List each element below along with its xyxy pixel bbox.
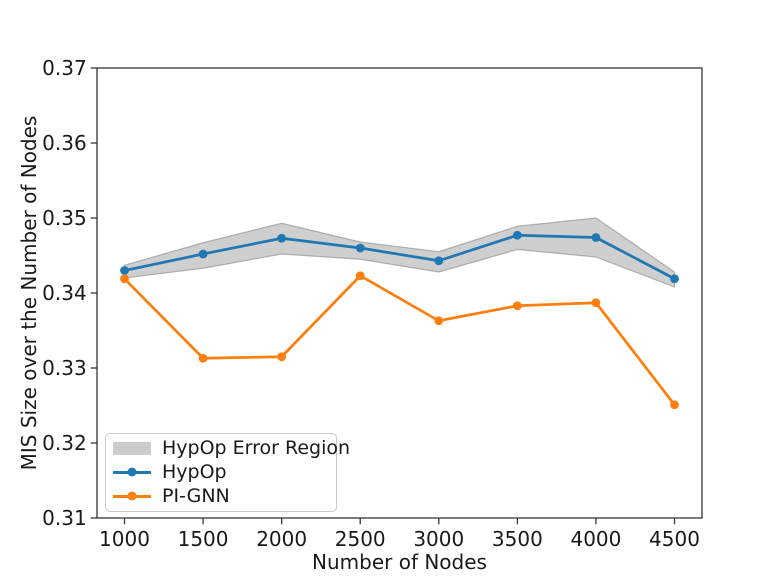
legend-label-error-region: HypOp Error Region: [162, 437, 351, 460]
legend-label-pignn: PI-GNN: [162, 485, 230, 508]
x-tick-label: 4000: [570, 527, 622, 552]
pi-gnn-marker: [512, 301, 522, 311]
y-axis-label: MIS Size over the Number of Nodes: [17, 115, 41, 471]
hypop-marker-icon: [127, 467, 137, 477]
legend: HypOp Error Region HypOp PI-GNN: [105, 433, 350, 512]
legend-entry-pignn: PI-GNN: [113, 485, 330, 508]
pi-gnn-marker: [670, 400, 679, 410]
pi-gnn-marker: [198, 353, 208, 363]
y-tick-label: 0.31: [42, 506, 87, 530]
pi-gnn-marker-icon: [127, 491, 137, 501]
x-tick-label: 3000: [413, 527, 465, 552]
legend-entry-error-region: HypOp Error Region: [113, 437, 350, 460]
hypop-marker: [198, 249, 208, 259]
hypop-marker: [355, 243, 365, 253]
hypop-marker: [512, 230, 522, 240]
pi-gnn-marker: [277, 352, 287, 362]
hypop-marker: [434, 256, 444, 266]
pi-gnn-marker: [591, 298, 601, 308]
hypop-marker: [277, 233, 287, 243]
y-tick-label: 0.33: [42, 356, 87, 380]
y-tick-label: 0.32: [42, 431, 87, 455]
hypop-marker: [120, 266, 129, 275]
pi-gnn-marker: [355, 271, 365, 281]
error-region-patch-swatch: [113, 442, 151, 456]
x-tick-label: 2000: [256, 527, 308, 552]
legend-label-hypop: HypOp: [162, 461, 227, 484]
x-tick-label: 2500: [334, 527, 386, 552]
pi-gnn-line: [123, 274, 676, 407]
pi-gnn-line-swatch: [113, 491, 151, 501]
hypop-marker: [591, 233, 601, 242]
x-tick-label: 4500: [649, 527, 700, 552]
y-tick-label: 0.34: [42, 281, 87, 305]
y-tick-label: 0.37: [42, 56, 87, 80]
y-tick-label: 0.35: [42, 206, 87, 230]
hypop-line: [123, 233, 676, 281]
legend-entry-hypop: HypOp: [113, 461, 330, 484]
pi-gnn-marker: [434, 316, 444, 326]
x-tick-label: 1500: [177, 527, 229, 552]
x-tick-label: 1000: [99, 527, 150, 552]
y-tick-label: 0.36: [42, 131, 87, 155]
hypop-line-swatch: [113, 467, 151, 477]
x-axis-label: Number of Nodes: [312, 550, 487, 574]
hypop-marker: [670, 274, 679, 284]
x-tick-label: 3500: [491, 527, 543, 552]
pi-gnn-marker: [120, 274, 129, 284]
